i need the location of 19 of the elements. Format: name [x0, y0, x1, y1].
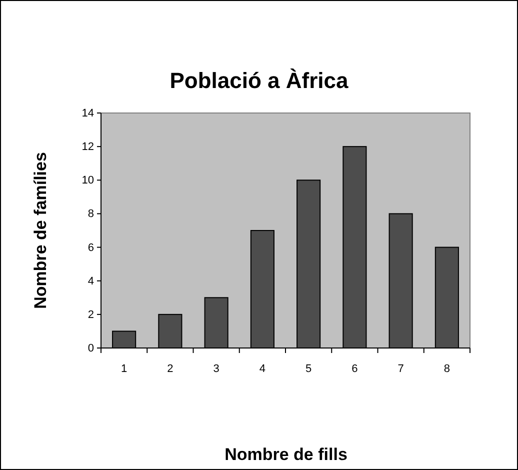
y-tick-label: 6: [88, 242, 94, 254]
x-tick-label: 7: [398, 363, 404, 375]
y-tick-label: 2: [88, 308, 94, 321]
x-tick-label: 1: [121, 363, 128, 375]
x-tick-label: 3: [213, 363, 220, 375]
x-axis-title: Nombre de fills: [224, 445, 348, 464]
y-tick-label: 0: [88, 342, 94, 355]
x-tick-label: 8: [444, 363, 450, 375]
y-tick-label: 12: [82, 141, 94, 154]
x-tick-label: 6: [352, 363, 358, 375]
y-tick-label: 10: [82, 174, 94, 187]
y-tick-label: 4: [88, 275, 94, 288]
x-tick-label: 4: [259, 363, 266, 375]
y-axis-title: Nombre de famílies: [31, 152, 50, 309]
chart-title: Població a Àfrica: [170, 68, 350, 93]
y-tick-label: 14: [82, 108, 94, 120]
y-tick-label: 8: [88, 208, 94, 220]
x-tick-label: 2: [167, 363, 174, 375]
x-tick-label: 5: [306, 363, 312, 375]
